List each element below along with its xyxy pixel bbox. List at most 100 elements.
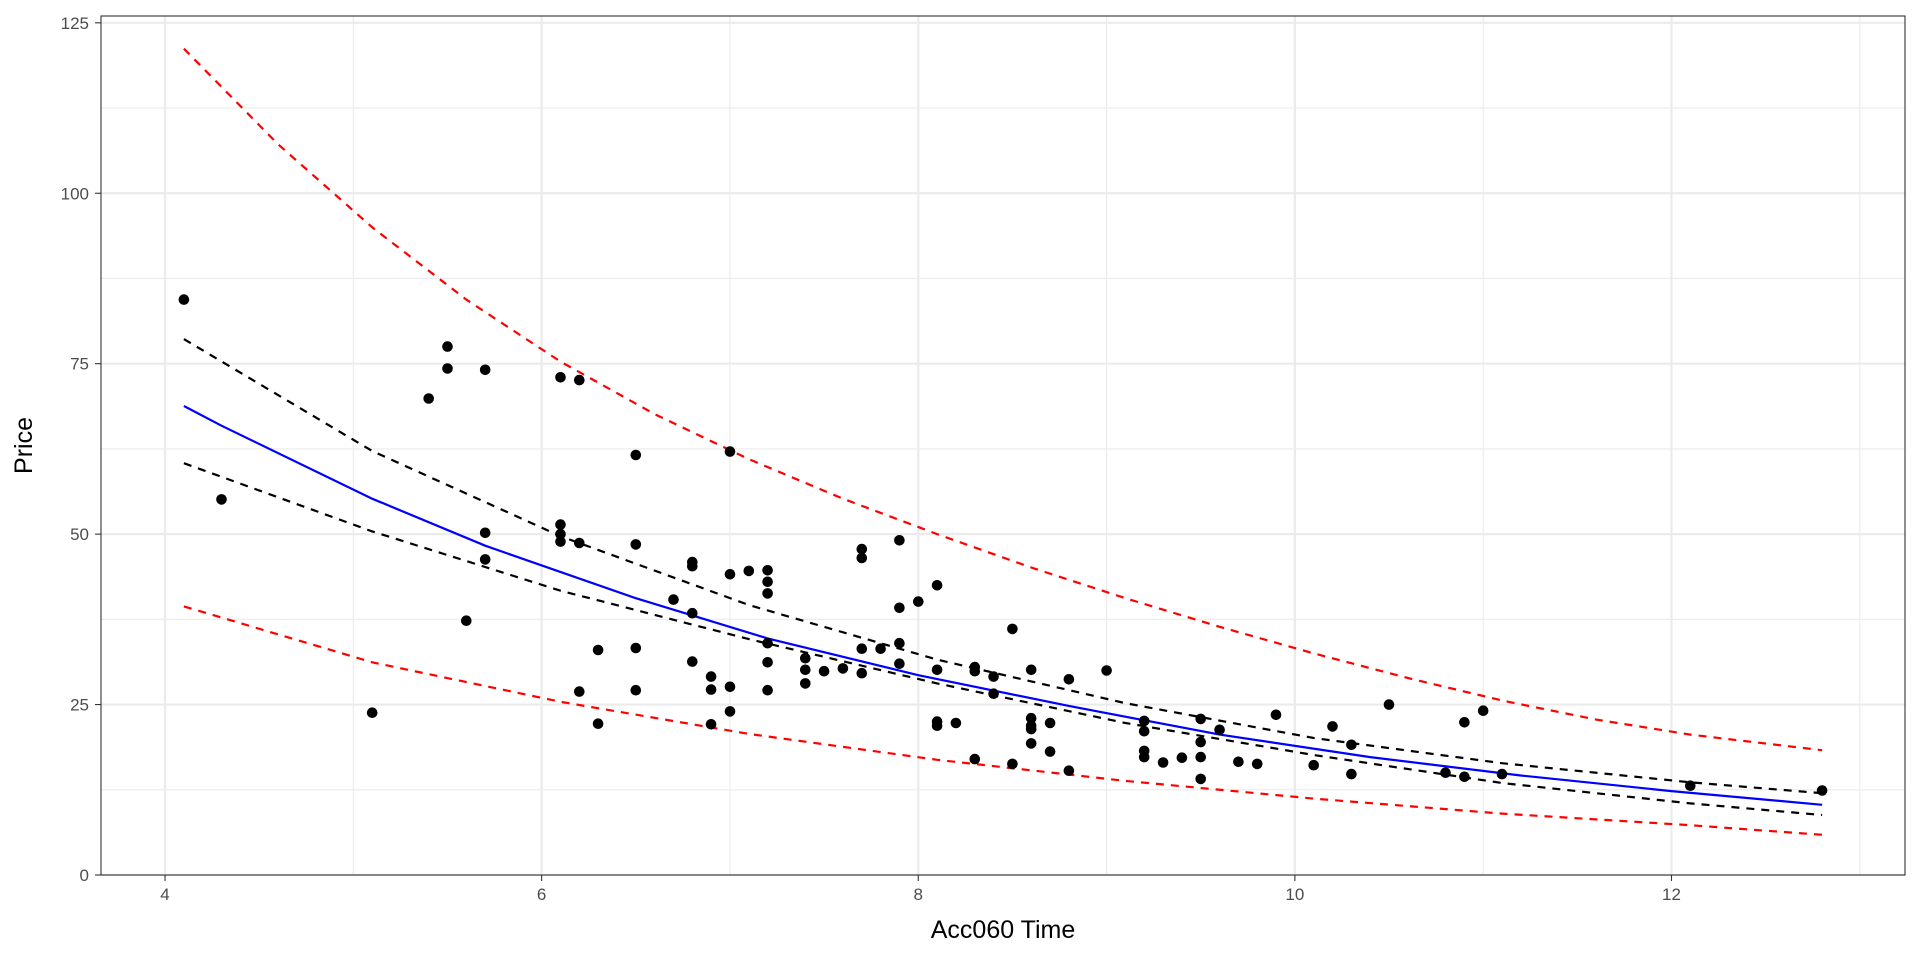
x-tick-label: 12 (1662, 885, 1681, 904)
data-point (856, 543, 868, 555)
data-point (969, 665, 981, 677)
data-point (724, 681, 736, 693)
data-point (1195, 736, 1206, 748)
data-point (724, 569, 736, 580)
data-point (630, 449, 642, 461)
data-point (668, 594, 679, 605)
data-point (555, 528, 566, 540)
fit-line (183, 405, 1823, 806)
y-axis-title: Price (10, 417, 38, 474)
x-axis-title: Acc060 Time (931, 916, 1076, 944)
grid-major (101, 16, 1905, 877)
data-point (1459, 717, 1470, 728)
data-point (630, 684, 642, 696)
data-point (442, 341, 453, 352)
data-point (1685, 780, 1696, 791)
data-point (555, 536, 566, 547)
data-point (1157, 757, 1169, 768)
x-tick-label: 10 (1285, 885, 1304, 904)
data-point (630, 539, 642, 550)
y-tick-label: 50 (70, 525, 89, 544)
x-tick-label: 8 (914, 885, 923, 904)
data-point (1440, 767, 1451, 778)
data-point (1138, 715, 1150, 727)
data-point (875, 643, 886, 654)
x-tick-label: 4 (160, 885, 169, 904)
data-point (837, 663, 849, 674)
data-point (1270, 709, 1282, 721)
data-point (1346, 768, 1357, 780)
data-point (1025, 712, 1037, 724)
data-point (574, 537, 585, 549)
data-point (800, 678, 811, 689)
data-point (1007, 758, 1018, 770)
data-point (913, 596, 924, 607)
data-point (1063, 674, 1075, 685)
data-point (1025, 738, 1037, 749)
data-point (1251, 758, 1263, 770)
data-point (705, 719, 717, 730)
series-points (178, 294, 1828, 796)
data-point (574, 374, 585, 386)
data-point (1138, 725, 1150, 737)
data-point (1195, 751, 1206, 763)
data-point (1496, 768, 1508, 780)
data-point (1383, 699, 1395, 710)
y-tick-labels: 0 25 50 75 100 125 (61, 14, 89, 885)
data-point (762, 565, 773, 576)
y-tick-label: 75 (70, 355, 89, 374)
data-point (1308, 759, 1319, 771)
data-point (1007, 623, 1018, 635)
data-point (800, 652, 811, 664)
data-point (762, 684, 773, 696)
confidence-upper-line (183, 338, 1823, 795)
data-point (1044, 746, 1056, 757)
panel-border (100, 15, 1906, 876)
data-point (1816, 785, 1828, 796)
data-point (988, 671, 999, 682)
data-point (1138, 751, 1150, 763)
data-point (1459, 771, 1470, 783)
data-point (1176, 752, 1188, 763)
data-point (724, 446, 736, 457)
data-point (762, 637, 773, 649)
data-point (856, 667, 868, 679)
data-point (574, 686, 585, 697)
data-point (442, 363, 453, 374)
data-point (1025, 723, 1037, 735)
data-point (1327, 721, 1338, 732)
data-point (216, 494, 227, 505)
data-point (743, 565, 755, 577)
data-point (894, 602, 905, 614)
data-point (988, 688, 999, 699)
data-point (1195, 773, 1206, 785)
data-point (1346, 739, 1357, 751)
data-point (630, 642, 642, 654)
data-point (1477, 705, 1489, 716)
data-point (479, 554, 491, 565)
data-point (555, 519, 566, 530)
y-tick-label: 25 (70, 696, 89, 715)
y-tick-label: 125 (61, 14, 89, 33)
data-point (969, 753, 981, 765)
data-point (687, 656, 698, 667)
data-point (1025, 664, 1037, 676)
y-tick-label: 0 (80, 866, 89, 885)
data-point (931, 664, 943, 676)
data-point (705, 684, 717, 695)
data-point (687, 607, 698, 619)
data-point (800, 664, 811, 676)
x-tick-label: 6 (537, 885, 546, 904)
data-point (724, 706, 736, 717)
data-point (461, 615, 472, 626)
data-point (894, 637, 905, 649)
data-point (1195, 713, 1206, 725)
data-point (856, 643, 868, 654)
data-point (687, 560, 698, 572)
data-point (705, 671, 717, 682)
data-point (950, 717, 962, 729)
data-point (894, 535, 905, 546)
data-point (856, 552, 868, 564)
